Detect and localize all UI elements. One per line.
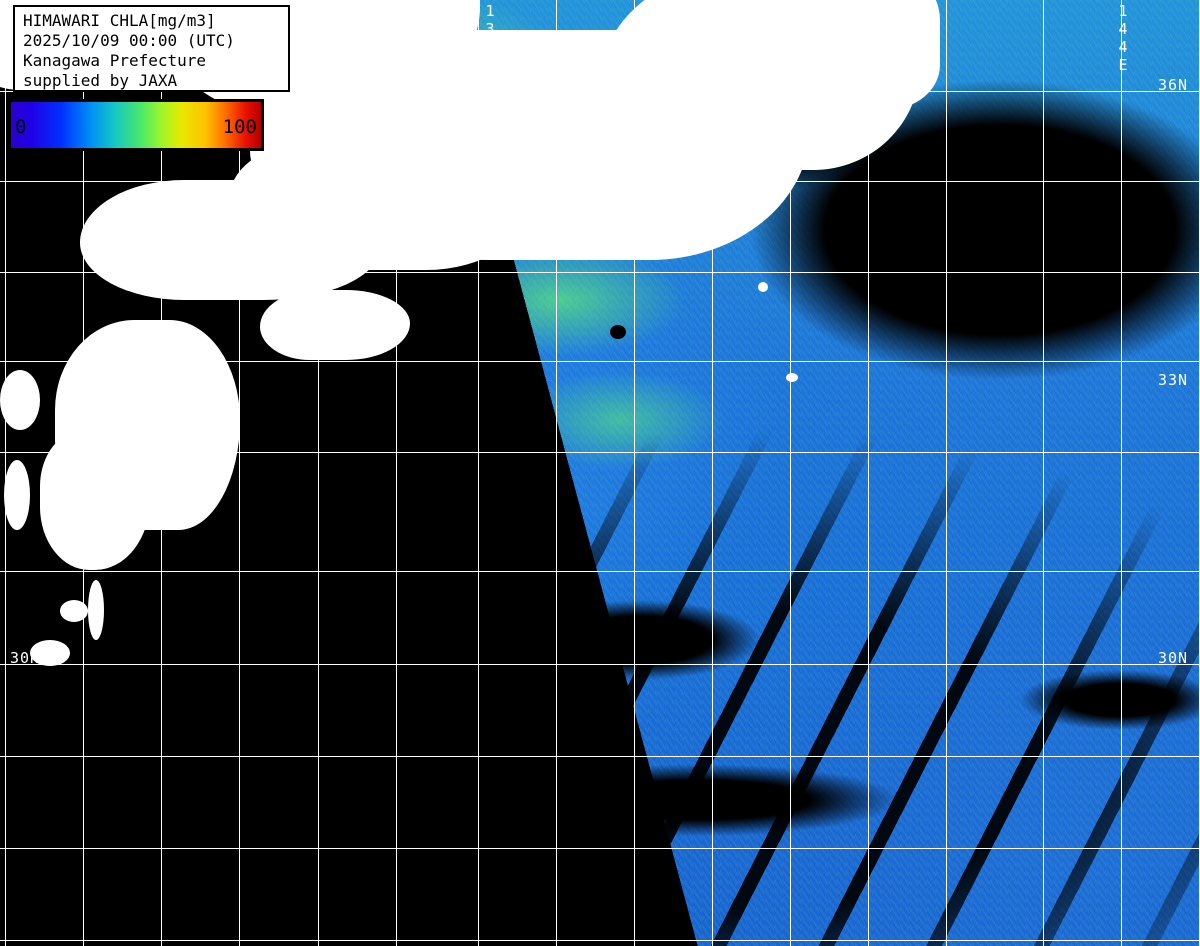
colorbar-max-label: 100 [222,116,257,138]
colorbar-min-label: 0 [15,116,27,138]
title-info-box: HIMAWARI CHLA[mg/m3] 2025/10/09 00:00 (U… [13,5,290,92]
title-line-product: HIMAWARI CHLA[mg/m3] [23,11,216,30]
chlorophyll-colorbar: 0 100 [8,99,264,151]
title-line-source: supplied by JAXA [23,71,178,90]
title-line-datetime: 2025/10/09 00:00 (UTC) [23,31,235,50]
title-line-provider: Kanagawa Prefecture [23,51,207,70]
